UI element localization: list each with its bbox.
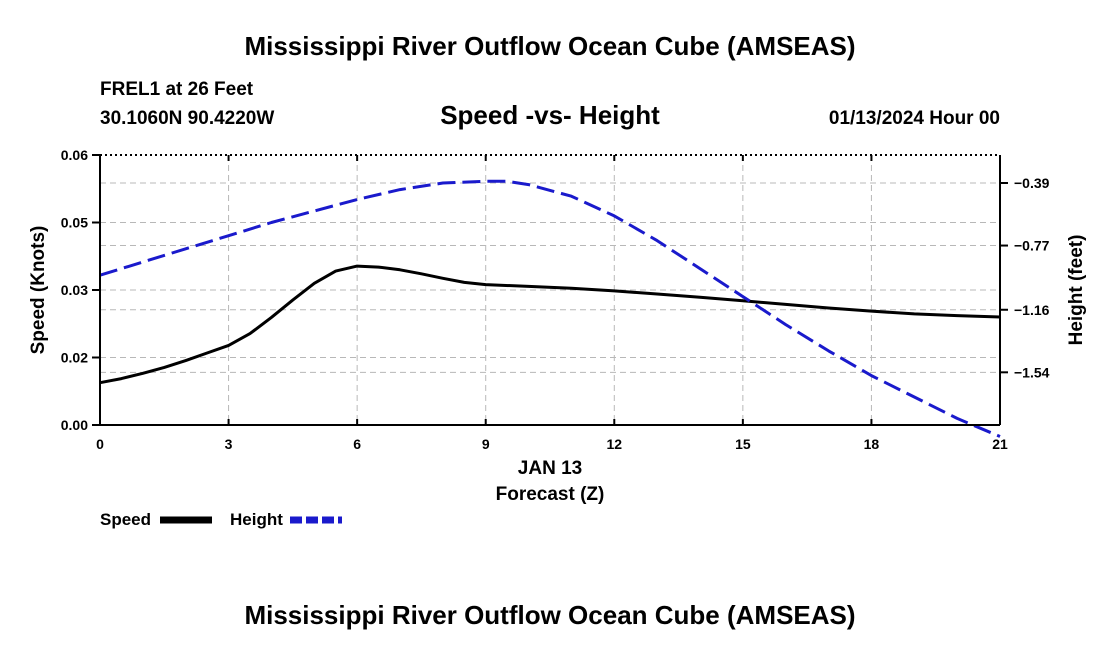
y-left-tick-label: 0.00 (61, 417, 88, 433)
legend-speed-label: Speed (100, 510, 151, 529)
x-tick-label: 12 (606, 436, 622, 452)
y-axis-left-label: Speed (Knots) (28, 226, 49, 355)
axis-ticks: 0 3 6 9 12 15 18 21 0.00 0.02 0.03 0.05 0.06 −0.39 −0.… (61, 147, 1050, 452)
x-axis-label: Forecast (Z) (496, 484, 605, 505)
y-right-tick-label: −1.54 (1014, 364, 1050, 380)
series-height-line (99, 179, 1001, 438)
y-right-tick-label: −0.39 (1014, 175, 1050, 191)
main-title: Mississippi River Outflow Ocean Cube (AM… (244, 31, 855, 61)
coordinates-label: 30.1060N 90.4220W (100, 108, 274, 129)
legend: Speed Height (100, 510, 342, 529)
x-tick-label: 18 (864, 436, 880, 452)
series-speed-line (99, 264, 1001, 385)
y-left-tick-label: 0.03 (61, 282, 88, 298)
footer-title: Mississippi River Outflow Ocean Cube (AM… (244, 600, 855, 630)
y-left-tick-label: 0.05 (61, 215, 88, 231)
y-right-tick-label: −1.16 (1014, 302, 1050, 318)
y-left-tick-label: 0.02 (61, 350, 88, 366)
legend-height-label: Height (230, 510, 283, 529)
grid (100, 155, 1000, 425)
plot-title: Speed -vs- Height (440, 100, 660, 130)
y-right-tick-label: −0.77 (1014, 238, 1050, 254)
datetime-label: 01/13/2024 Hour 00 (829, 108, 1000, 129)
x-tick-label: 6 (353, 436, 361, 452)
x-axis-date-label: JAN 13 (518, 458, 582, 479)
series-layer (99, 179, 1001, 438)
x-tick-label: 9 (482, 436, 490, 452)
x-tick-label: 15 (735, 436, 751, 452)
x-tick-label: 3 (225, 436, 233, 452)
x-tick-label: 0 (96, 436, 104, 452)
y-left-tick-label: 0.06 (61, 147, 88, 163)
y-axis-right-label: Height (feet) (1066, 235, 1087, 346)
station-label: FREL1 at 26 Feet (100, 79, 254, 100)
x-tick-label: 21 (992, 436, 1008, 452)
